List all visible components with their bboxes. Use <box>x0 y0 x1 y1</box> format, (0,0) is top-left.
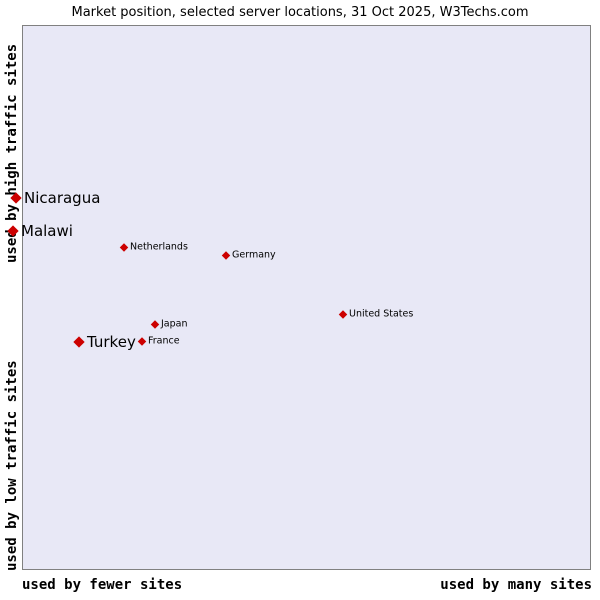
y-axis-label-high-traffic: used by high traffic sites <box>4 43 20 263</box>
plot-area <box>22 25 591 570</box>
y-axis-label-low-traffic: used by low traffic sites <box>4 360 20 571</box>
x-axis-label-fewer-sites: used by fewer sites <box>22 577 183 593</box>
x-axis-label-many-sites: used by many sites <box>440 577 592 593</box>
chart-title: Market position, selected server locatio… <box>71 5 529 20</box>
